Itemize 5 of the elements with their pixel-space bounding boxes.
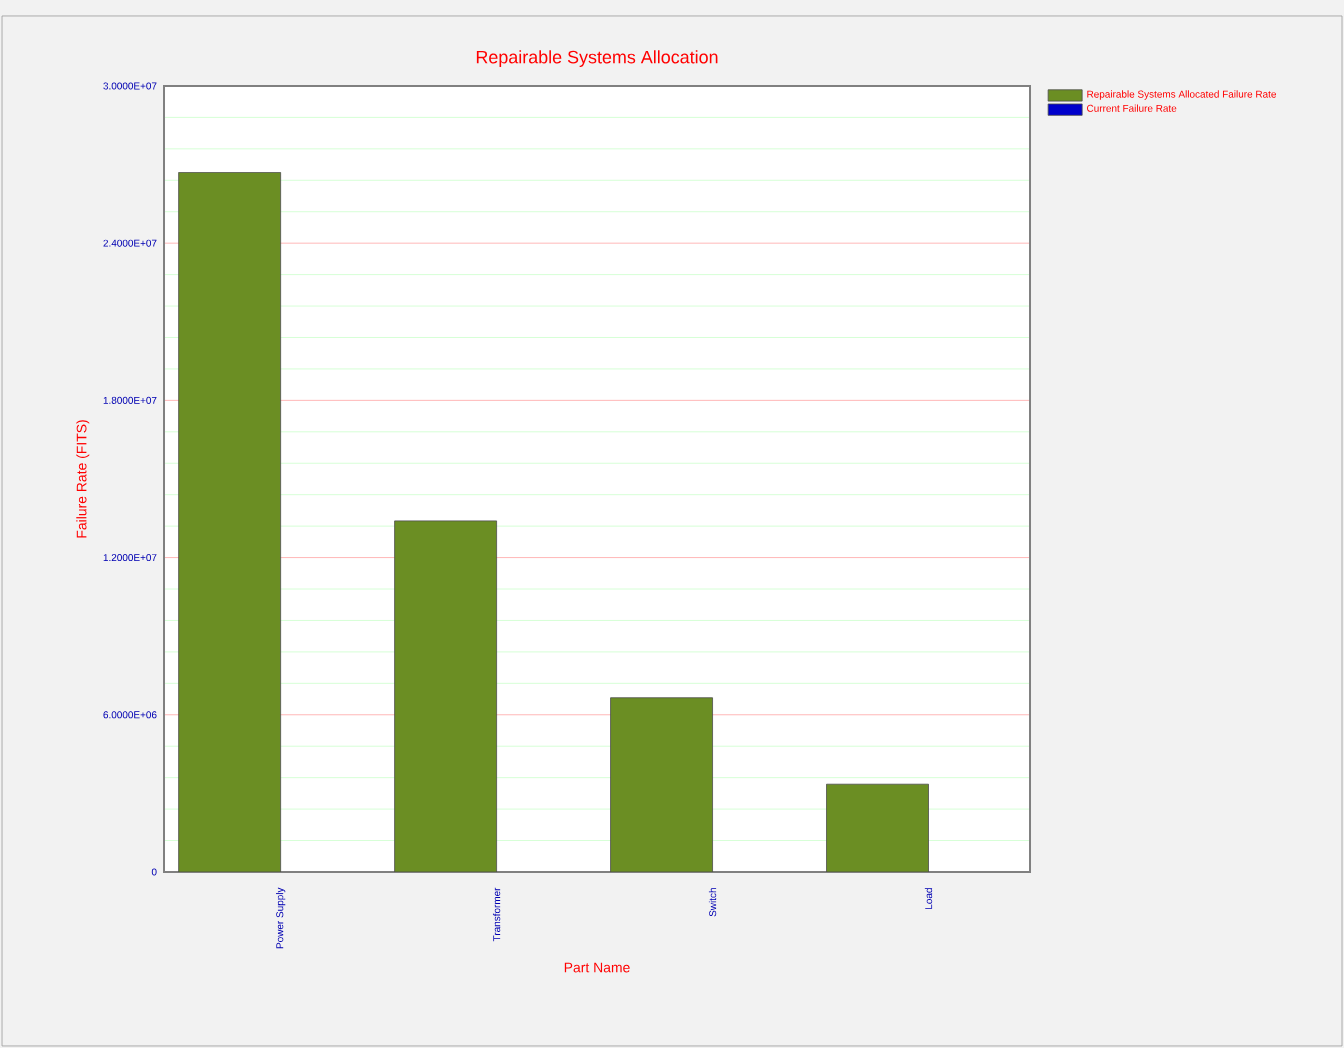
bar (610, 697, 713, 872)
bar (394, 520, 497, 872)
bar (178, 172, 282, 872)
chart-title: Repairable Systems Allocation (476, 50, 718, 67)
bar (826, 783, 929, 872)
